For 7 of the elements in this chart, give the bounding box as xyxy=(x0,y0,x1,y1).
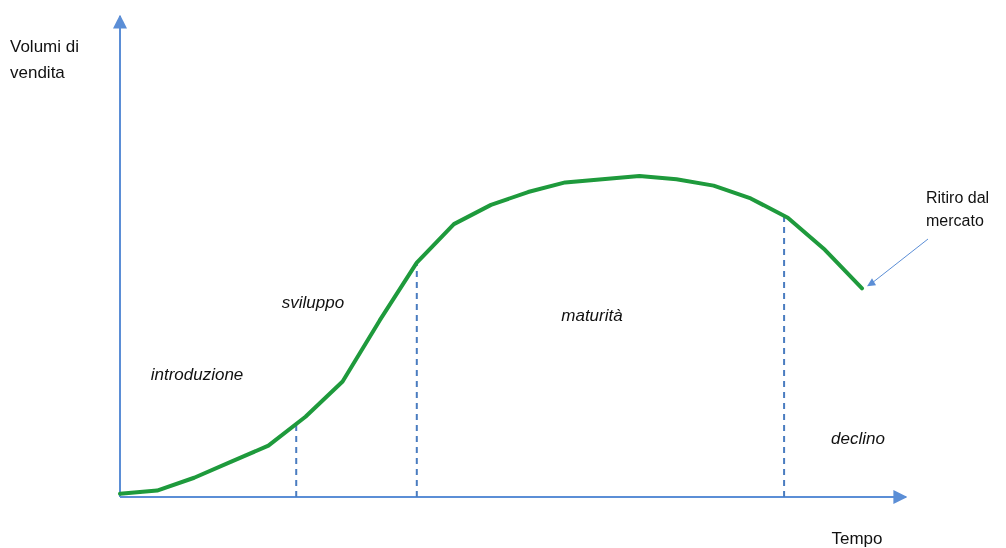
annotation: introduzione xyxy=(150,365,244,384)
text: Volumi di vendita xyxy=(10,37,79,82)
annotation: sviluppo xyxy=(281,293,345,312)
annotation: maturità xyxy=(561,306,623,325)
annotation: declino xyxy=(831,429,885,448)
x-axis-title: Tempo xyxy=(831,529,883,548)
text: Ritiro dal mercato xyxy=(926,189,990,229)
